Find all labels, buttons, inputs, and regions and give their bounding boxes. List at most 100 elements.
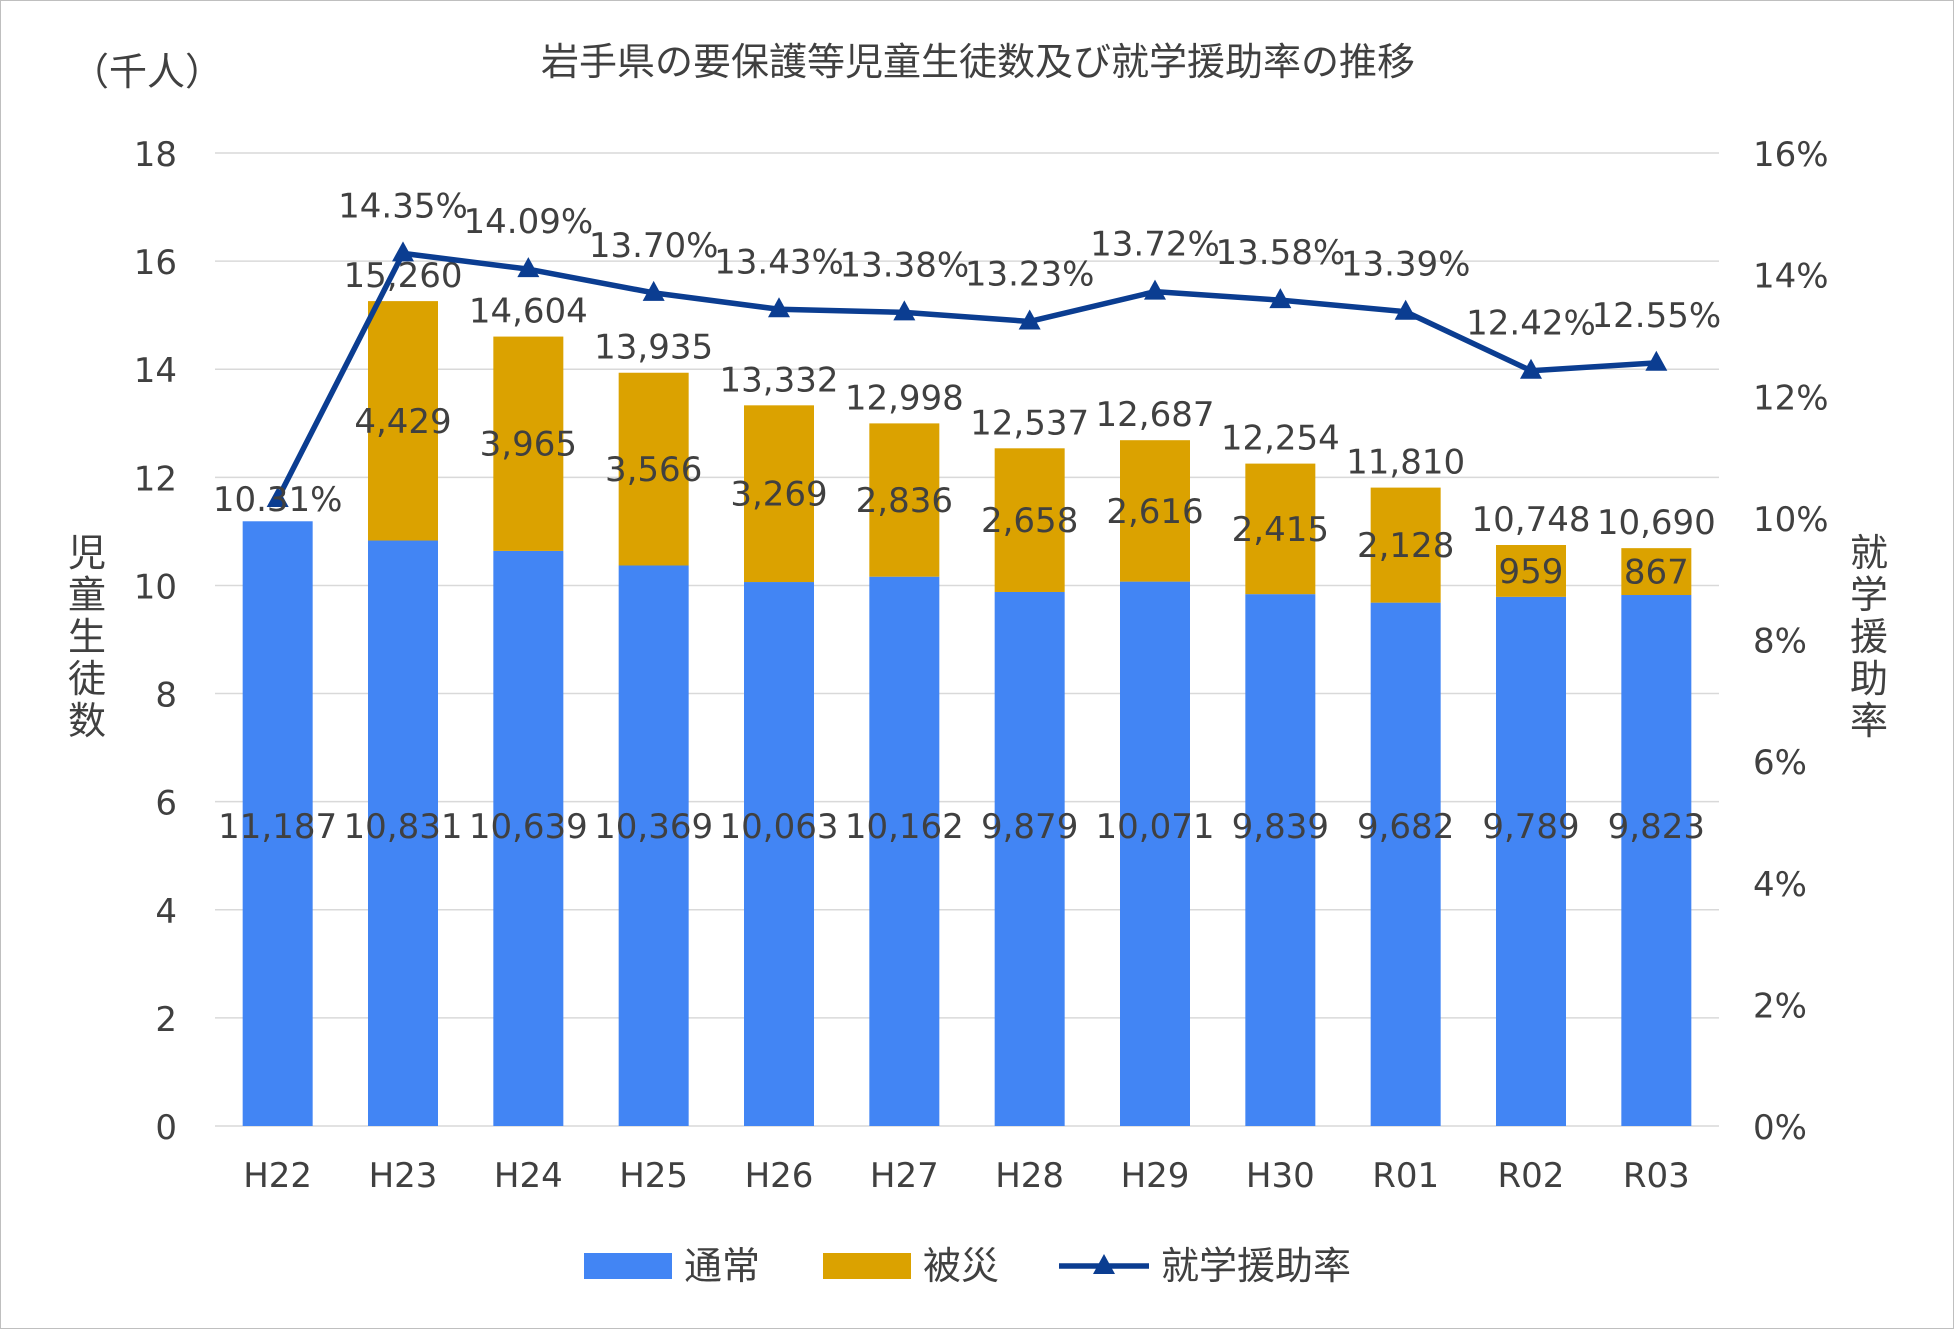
y-left-tick-label: 8 [155,676,177,716]
total-label: 12,687 [1096,395,1215,435]
bar-label-被災: 867 [1624,553,1689,593]
bar-被災 [1621,548,1692,596]
x-tick-label: H24 [494,1156,563,1196]
total-label: 12,254 [1221,419,1340,459]
y-right-tick-label: 4% [1753,865,1807,905]
rate-marker [893,300,916,321]
y-axis-left-ticks: 0 2 4 6 8 10 12 14 16 18 [134,135,177,1148]
bar-label-被災: 2,658 [981,501,1078,541]
rate-label: 12.55% [1592,296,1722,336]
x-tick-label: R02 [1498,1156,1565,1196]
bars [242,301,1692,1126]
y-left-tick-label: 0 [155,1108,177,1148]
bar-label-通常: 10,369 [594,807,713,847]
legend: 通常 被災 就学援助率 [584,1244,1351,1288]
y-right-tick-label: 12% [1753,378,1829,418]
y-axis-right-ticks: 0% 2% 4% 6% 8% 10% 12% 14% 16% [1753,135,1829,1148]
rate-marker [266,487,289,508]
y-right-title-char: 就 [1850,531,1888,575]
rate-marker [392,241,414,262]
x-tick-label: H27 [870,1156,939,1196]
bar-label-被災: 2,128 [1357,526,1454,566]
rate-label: 13.39% [1341,245,1471,285]
legend-swatch-通常 [584,1253,672,1279]
y-left-tick-label: 10 [134,567,177,607]
bar-label-被災: 3,965 [480,425,577,465]
bar-被災 [994,448,1065,592]
bar-被災 [493,336,564,551]
bar-通常 [368,540,438,1126]
total-label: 10,690 [1597,503,1716,543]
y-right-title-char: 援 [1850,615,1888,659]
total-label: 14,604 [469,292,588,332]
rate-marker [1645,350,1668,371]
rate-marker [1269,288,1292,309]
bar-label-被災: 3,269 [730,475,827,515]
total-label: 12,998 [845,378,964,418]
y-left-tick-label: 14 [134,351,177,391]
y-right-tick-label: 6% [1753,743,1807,783]
rate-label: 10.31% [213,480,343,520]
y-left-tick-label: 2 [155,1000,177,1040]
rate-label: 13.70% [589,226,719,266]
y-right-tick-label: 8% [1753,622,1807,662]
bar-通常 [242,521,313,1126]
x-axis-ticks: H22 H23 H24 H25 H26 H27 H28 H29 H30 R01 R02 R03 [243,1156,1690,1196]
bar-被災 [1120,440,1190,582]
total-label: 11,810 [1346,443,1465,483]
bar-label-通常: 10,162 [845,807,964,847]
bar-label-通常: 10,831 [344,807,463,847]
bar-label-被災: 2,836 [856,481,953,521]
bar-label-通常: 9,823 [1608,807,1705,847]
y-left-tick-label: 6 [155,784,177,824]
bar-label-通常: 9,682 [1357,807,1454,847]
y-right-tick-label: 14% [1753,257,1829,297]
y-unit-label: （千人） [71,50,223,94]
y-left-title-char: 児 [68,531,106,575]
y-right-tick-label: 10% [1753,500,1829,540]
y-right-tick-label: 0% [1753,1108,1807,1148]
y-axis-left-title: 児童生徒数 [68,531,106,743]
legend-swatch-被災 [823,1253,911,1279]
rate-label: 14.35% [338,186,468,226]
bar-通常 [1496,596,1566,1126]
y-axis-right-title: 就学援助率 [1850,531,1888,743]
bar-label-通常: 11,187 [218,807,337,847]
rate-marker [517,257,540,278]
rate-marker [1520,358,1542,379]
y-right-tick-label: 2% [1753,986,1807,1026]
rate-marker [1018,309,1041,330]
x-tick-label: H23 [369,1156,438,1196]
bar-label-通常: 10,071 [1096,807,1215,847]
rate-label: 13.43% [714,242,844,282]
y-right-tick-label: 16% [1753,135,1829,175]
bar-通常 [1621,595,1692,1126]
bar-通常 [1120,581,1190,1126]
bar-label-被災: 959 [1499,552,1564,592]
legend-label-通常: 通常 [684,1244,760,1288]
rate-label: 12.42% [1466,304,1596,344]
x-tick-label: R03 [1623,1156,1690,1196]
x-tick-label: H22 [243,1156,312,1196]
legend-label-被災: 被災 [923,1244,999,1288]
bar-通常 [618,565,689,1126]
bar-label-通常: 10,639 [469,807,588,847]
rate-label: 13.38% [840,245,970,285]
x-tick-label: H26 [745,1156,814,1196]
y-left-tick-label: 18 [134,135,177,175]
x-tick-label: H28 [995,1156,1064,1196]
rate-label: 13.72% [1090,225,1220,265]
bar-被災 [1496,545,1566,597]
bar-label-被災: 4,429 [354,402,451,442]
y-left-tick-label: 12 [134,459,177,499]
bar-label-通常: 9,789 [1482,807,1579,847]
x-tick-label: H29 [1121,1156,1190,1196]
rate-label: 13.58% [1216,233,1346,273]
bar-label-通常: 9,879 [981,807,1078,847]
x-tick-label: H30 [1246,1156,1315,1196]
bar-通常 [869,576,940,1126]
bar-被災 [869,423,940,577]
y-right-title-char: 学 [1850,573,1888,617]
rate-label: 14.09% [464,202,594,242]
